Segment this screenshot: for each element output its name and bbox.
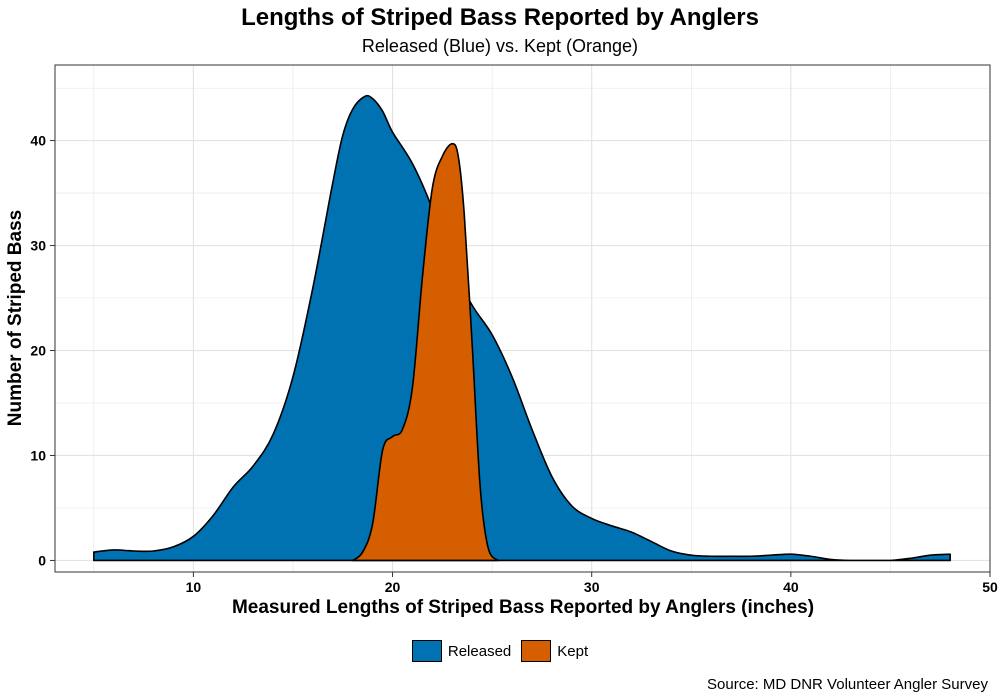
y-tick-label: 10 [30,447,46,463]
x-tick-label: 40 [783,579,799,595]
y-tick-label: 40 [30,133,46,149]
x-axis-ticks: 10 20 30 40 50 [186,572,998,595]
series-areas [93,94,951,562]
chart-title: Lengths of Striped Bass Reported by Angl… [241,4,759,31]
legend-label-released: Released [447,642,512,660]
x-axis-title: Measured Lengths of Striped Bass Reporte… [232,597,814,618]
x-tick-label: 30 [584,579,600,595]
y-axis-ticks: 0 10 20 30 40 [30,133,55,568]
y-tick-label: 0 [38,552,46,568]
plot-panel-border [54,64,991,573]
x-tick-label: 10 [186,579,202,595]
x-tick-label: 20 [385,579,401,595]
y-tick-label: 20 [30,343,46,359]
legend-swatch-kept [521,640,552,662]
legend-item-released: Released [411,640,512,662]
y-axis-title: Number of Striped Bass [5,210,26,426]
area-released [93,94,951,562]
y-tick-label: 30 [30,238,46,254]
chart-subtitle: Released (Blue) vs. Kept (Orange) [361,36,639,56]
legend-swatch-released [411,640,442,662]
legend: Released Kept [0,640,1000,662]
legend-item-kept: Kept [521,640,588,662]
legend-label-kept: Kept [557,642,589,660]
x-tick-label: 50 [982,579,998,595]
source-note: Source: MD DNR Volunteer Angler Survey [707,676,988,693]
area-kept [351,142,499,562]
